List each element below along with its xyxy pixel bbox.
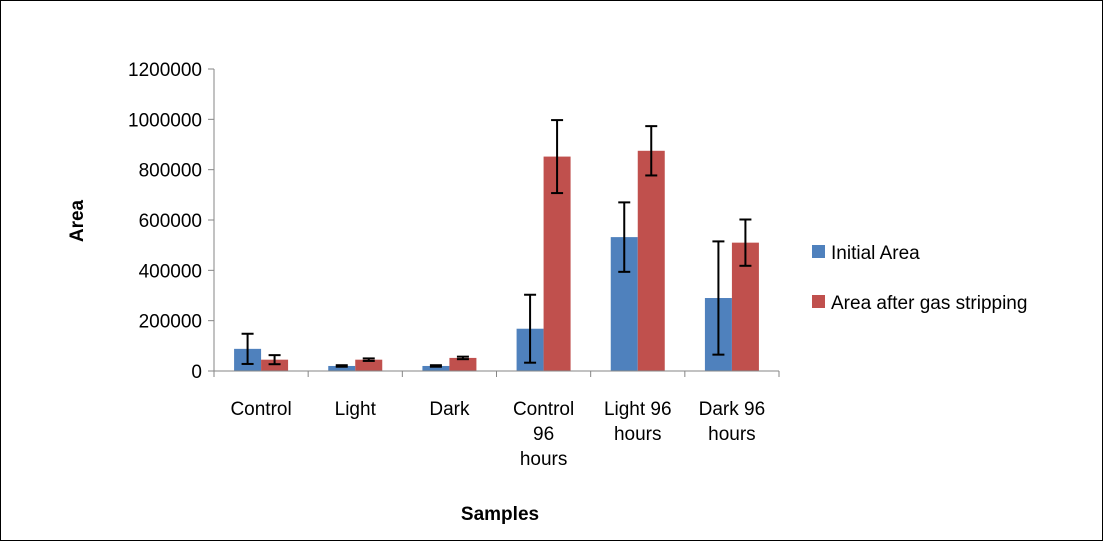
x-category-label-line: hours	[520, 449, 568, 470]
x-category-label: Control	[230, 399, 291, 420]
bar-after-stripping	[449, 357, 477, 371]
legend: Initial Area Area after gas stripping	[812, 243, 1027, 314]
x-category-label-line: 96	[533, 424, 554, 445]
bar-initial-area	[328, 365, 356, 371]
x-axis-ticks	[213, 371, 780, 377]
x-category-label-line: Dark 96	[699, 399, 766, 420]
x-category-label-line: Control	[230, 399, 291, 420]
x-category-label: Light	[335, 399, 377, 420]
legend-label: Initial Area	[831, 243, 920, 264]
bar-initial-area	[422, 365, 450, 371]
legend-label: Area after gas stripping	[831, 293, 1027, 314]
y-axis-tick-labels: 0 200000 400000 600000 800000 1000000 1200000	[128, 60, 214, 383]
x-category-label-line: Control	[513, 399, 574, 420]
x-category-label-line: Light 96	[604, 399, 672, 420]
error-bar-group	[241, 119, 752, 368]
x-axis-category-labels: Control Light Dark Control 96 hours Light 96 ho…	[230, 399, 765, 470]
bar-after-stripping	[637, 150, 665, 371]
y-tick-label: 0	[191, 362, 202, 383]
x-category-label-line: hours	[708, 424, 756, 445]
bar-after-stripping	[261, 359, 289, 371]
x-axis-title: Samples	[461, 504, 539, 525]
bar-series-group	[234, 150, 759, 371]
x-category-label-line: Dark	[429, 399, 470, 420]
y-tick-label: 200000	[139, 312, 202, 333]
legend-swatch	[812, 245, 825, 258]
x-category-label-line: hours	[614, 424, 662, 445]
x-category-label-line: Light	[335, 399, 377, 420]
y-tick-label: 1000000	[128, 110, 202, 131]
y-tick-label: 400000	[139, 261, 202, 282]
y-tick-label: 600000	[139, 211, 202, 232]
bar-after-stripping	[355, 359, 383, 371]
legend-swatch	[812, 295, 825, 308]
y-tick-label: 1200000	[128, 60, 202, 81]
y-axis-title: Area	[67, 199, 88, 242]
x-category-label: Control 96 hours	[513, 399, 574, 470]
x-category-label: Light 96 hours	[604, 399, 672, 445]
x-category-label: Dark 96 hours	[699, 399, 766, 445]
x-category-label: Dark	[429, 399, 470, 420]
y-tick-label: 800000	[139, 161, 202, 182]
